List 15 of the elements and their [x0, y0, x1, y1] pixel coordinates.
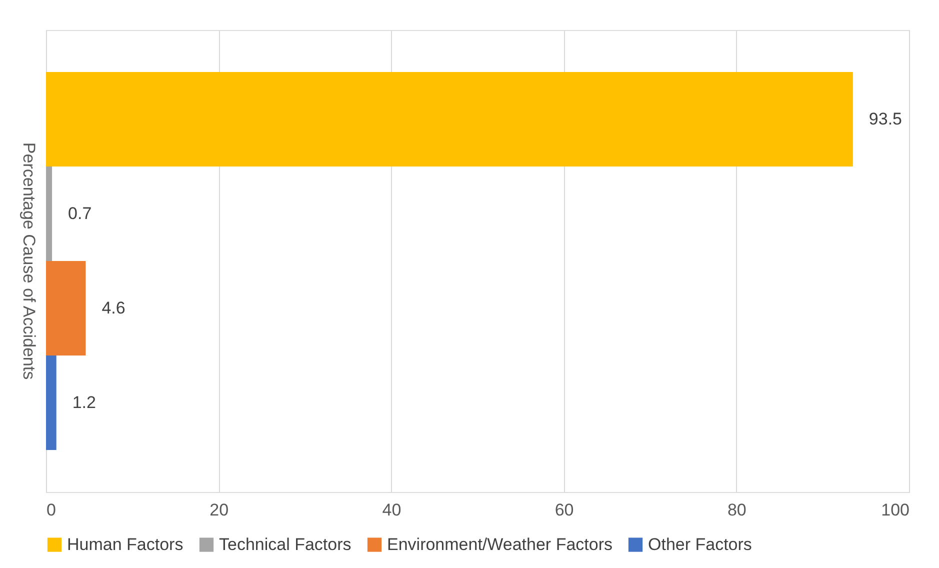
x-tick-label: 60 — [554, 500, 574, 520]
x-tick-label: 80 — [727, 500, 746, 520]
data-label: 1.2 — [72, 392, 96, 412]
legend-label: Human Factors — [67, 534, 184, 554]
data-label: 4.6 — [102, 298, 126, 318]
data-label: 0.7 — [68, 204, 92, 223]
data-label: 93.5 — [868, 109, 902, 128]
legend-label: Technical Factors — [219, 534, 352, 554]
legend-label: Other Factors — [648, 534, 752, 554]
x-tick-label: 0 — [46, 500, 56, 520]
x-tick-label: 40 — [382, 500, 402, 520]
x-tick-label: 20 — [210, 500, 229, 520]
x-tick-label: 100 — [881, 500, 910, 520]
y-tick-label: Percentage Cause of Accidents — [20, 142, 38, 380]
legend-label: Environment/Weather Factors — [387, 534, 612, 554]
